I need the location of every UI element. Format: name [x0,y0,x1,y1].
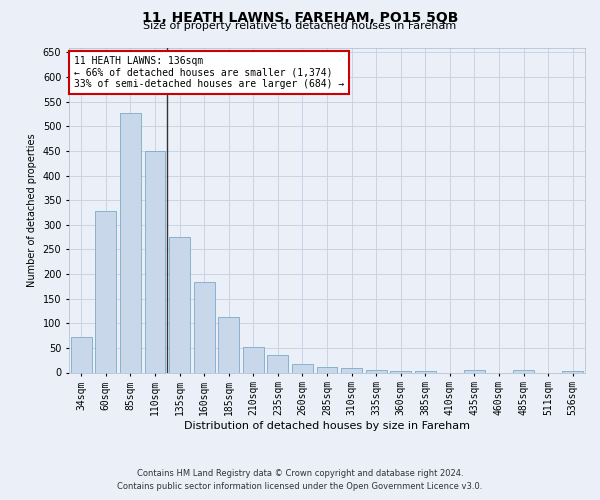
Bar [243,347,264,372]
Bar [169,237,190,372]
Bar [562,370,583,372]
Bar [464,370,485,372]
Bar [71,337,92,372]
Text: 11, HEATH LAWNS, FAREHAM, PO15 5QB: 11, HEATH LAWNS, FAREHAM, PO15 5QB [142,11,458,25]
Text: Size of property relative to detached houses in Fareham: Size of property relative to detached ho… [143,21,457,31]
Text: 11 HEATH LAWNS: 136sqm
← 66% of detached houses are smaller (1,374)
33% of semi-: 11 HEATH LAWNS: 136sqm ← 66% of detached… [74,56,344,89]
X-axis label: Distribution of detached houses by size in Fareham: Distribution of detached houses by size … [184,421,470,431]
Bar [95,211,116,372]
Bar [292,364,313,372]
Bar [513,370,534,372]
Bar [415,370,436,372]
Bar [145,151,166,372]
Bar [341,368,362,372]
Bar [365,370,386,372]
Text: Contains HM Land Registry data © Crown copyright and database right 2024.
Contai: Contains HM Land Registry data © Crown c… [118,470,482,491]
Bar [194,282,215,372]
Bar [390,370,411,372]
Bar [218,318,239,372]
Bar [317,366,337,372]
Bar [268,356,289,372]
Y-axis label: Number of detached properties: Number of detached properties [27,133,37,287]
Bar [120,112,141,372]
